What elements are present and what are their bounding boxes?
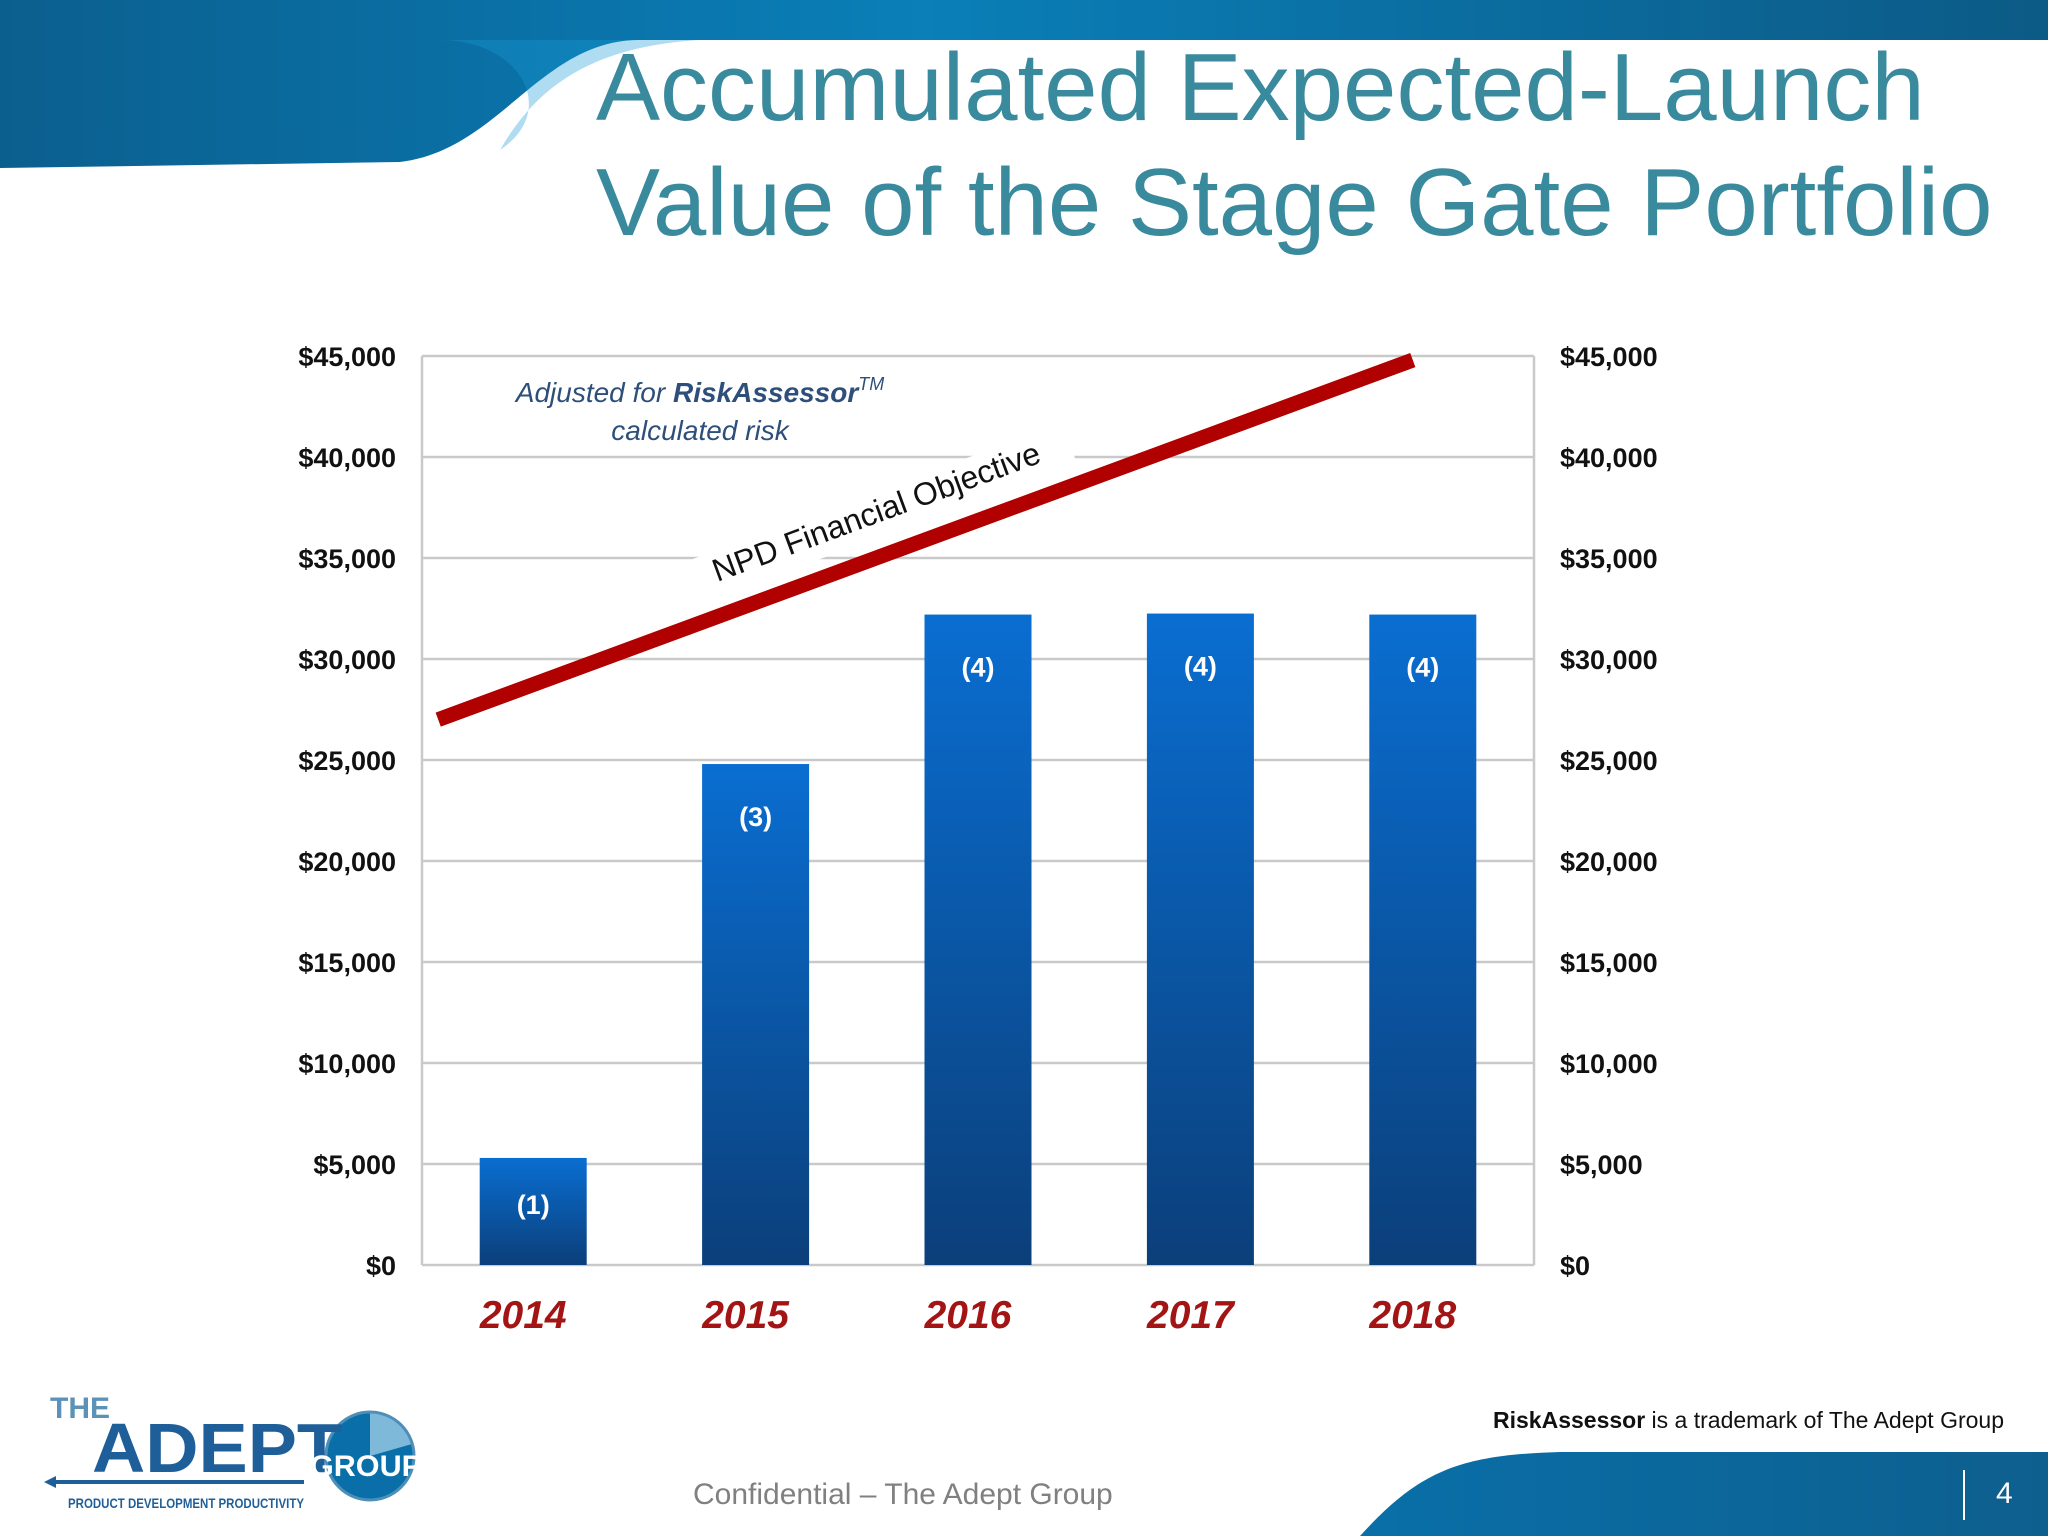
y-tick-label-left: $10,000 xyxy=(298,1049,396,1079)
bar-label-2016: (4) xyxy=(962,653,995,683)
y-tick-label-right: $5,000 xyxy=(1560,1150,1643,1180)
annotation-line-2: calculated risk xyxy=(611,415,790,446)
x-tick-label-2017: 2017 xyxy=(1146,1294,1236,1337)
bar-label-2014: (1) xyxy=(517,1190,550,1220)
title-line-1: Accumulated Expected-Launch xyxy=(596,34,1925,141)
bar-label-2017: (4) xyxy=(1184,652,1217,682)
footer-confidential: Confidential – The Adept Group xyxy=(693,1478,1113,1511)
y-tick-label-left: $25,000 xyxy=(298,746,396,776)
bar-2017 xyxy=(1146,613,1254,1265)
header-band xyxy=(0,0,2048,168)
bar-2014 xyxy=(479,1157,587,1265)
bar-label-2015: (3) xyxy=(739,802,772,832)
logo-group: GROUP xyxy=(310,1450,420,1483)
annotation-brand: RiskAssessor xyxy=(673,377,860,408)
y-tick-label-right: $15,000 xyxy=(1560,948,1658,978)
bar-label-2018: (4) xyxy=(1406,653,1439,683)
y-tick-label-left: $30,000 xyxy=(298,645,396,675)
x-tick-label-2014: 2014 xyxy=(479,1294,567,1337)
y-tick-label-left: $40,000 xyxy=(298,443,396,473)
objective-label-backdrop xyxy=(677,422,1078,607)
x-tick-label-2016: 2016 xyxy=(924,1294,1012,1337)
y-tick-label-right: $40,000 xyxy=(1560,443,1658,473)
annotation-line-1: Adjusted for RiskAssessorTM xyxy=(514,374,884,408)
npd-objective-line xyxy=(435,353,1416,727)
trademark-note: RiskAssessor is a trademark of The Adept… xyxy=(1493,1407,2004,1434)
trademark-text: is a trademark of The Adept Group xyxy=(1645,1407,2004,1433)
x-tick-label-2018: 2018 xyxy=(1368,1294,1456,1337)
y-tick-label-right: $0 xyxy=(1560,1251,1590,1281)
header-band-highlight xyxy=(440,40,700,150)
title-line-2: Value of the Stage Gate Portfolio xyxy=(596,149,1993,256)
x-axis-ticks: 2014 2015 2016 2017 2018 xyxy=(479,1294,1457,1337)
bar-2018 xyxy=(1369,614,1477,1265)
bars xyxy=(479,613,1477,1265)
y-tick-label-left: $45,000 xyxy=(298,342,396,372)
y-tick-label-left: $0 xyxy=(366,1251,396,1281)
y-tick-label-left: $15,000 xyxy=(298,948,396,978)
annotation-tm: TM xyxy=(858,374,884,394)
footer-band xyxy=(1360,1452,2048,1536)
y-tick-label-right: $10,000 xyxy=(1560,1049,1658,1079)
logo-the: THE xyxy=(50,1392,110,1425)
page-number-divider xyxy=(1963,1470,1965,1520)
bar-2016 xyxy=(924,614,1032,1265)
logo-adept: ADEPT xyxy=(92,1409,342,1487)
y-tick-label-left: $20,000 xyxy=(298,847,396,877)
y-tick-label-left: $35,000 xyxy=(298,544,396,574)
y-tick-label-right: $45,000 xyxy=(1560,342,1658,372)
bar-labels: (1) (3) (4) (4) (4) xyxy=(517,652,1440,1220)
y-tick-label-right: $30,000 xyxy=(1560,645,1658,675)
y-tick-label-left: $5,000 xyxy=(313,1150,396,1180)
logo-tagline: PRODUCT DEVELOPMENT PRODUCTIVITY xyxy=(68,1495,305,1511)
y-axis-left-ticks: $0 $5,000 $10,000 $15,000 $20,000 $25,000 $30,… xyxy=(298,342,396,1281)
y-tick-label-right: $25,000 xyxy=(1560,746,1658,776)
page-number: 4 xyxy=(1996,1477,2013,1510)
y-tick-label-right: $20,000 xyxy=(1560,847,1658,877)
trademark-brand: RiskAssessor xyxy=(1493,1407,1646,1433)
annotation-prefix: Adjusted for xyxy=(514,377,673,408)
bar-chart: (1) (3) (4) (4) (4) $0 $5,000 $10,000 $15,000 $2… xyxy=(298,342,1658,1337)
y-tick-label-right: $35,000 xyxy=(1560,544,1658,574)
slide-title: Accumulated Expected-Launch Value of the… xyxy=(596,30,2016,260)
adept-group-logo: THE ADEPT GROUP PRODUCT DEVELOPMENT PROD… xyxy=(44,1392,420,1511)
x-tick-label-2015: 2015 xyxy=(701,1294,790,1337)
bar-2015 xyxy=(702,764,810,1265)
y-axis-right-ticks: $0 $5,000 $10,000 $15,000 $20,000 $25,000 $30,… xyxy=(1560,342,1658,1281)
